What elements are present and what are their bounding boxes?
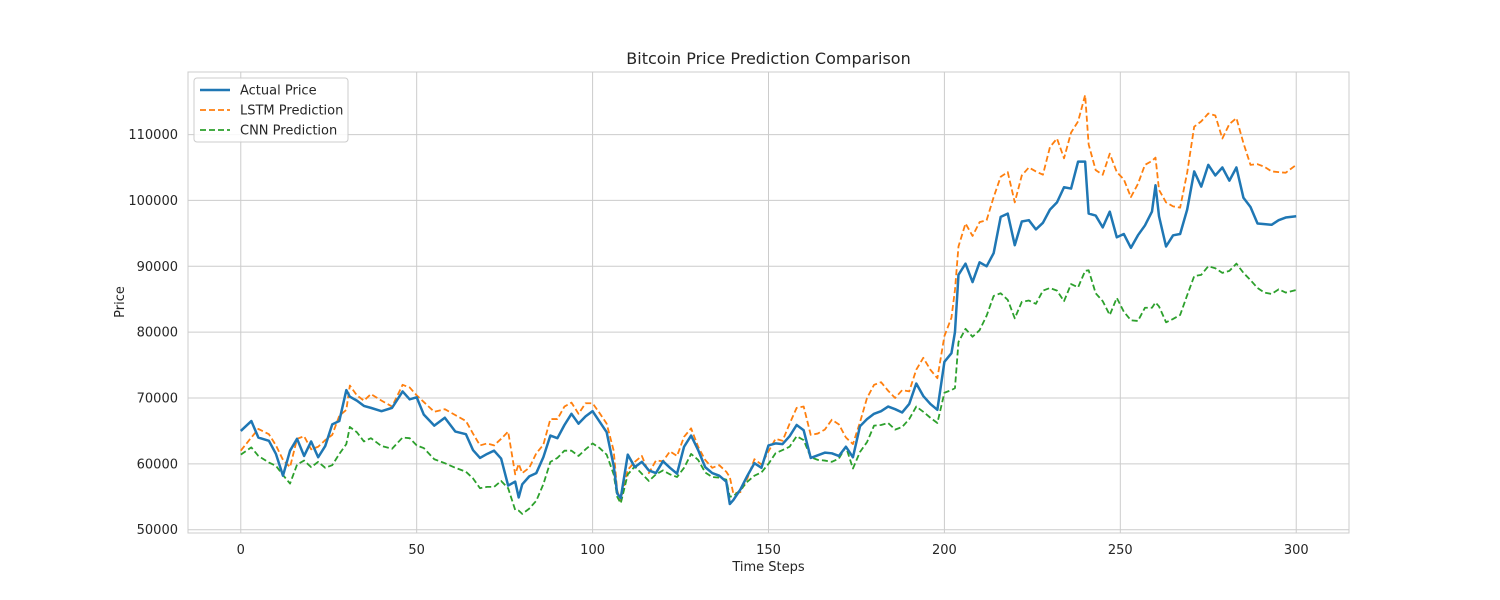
y-tick-label: 80000 <box>137 326 178 341</box>
series-line-actual-price <box>239 160 1297 506</box>
x-tick-label: 150 <box>756 543 781 558</box>
legend: Actual Price LSTM Prediction CNN Predict… <box>193 77 349 143</box>
legend-label-lstm-prediction: LSTM Prediction <box>240 104 343 119</box>
y-tick-label: 110000 <box>128 128 178 143</box>
legend-label-actual-price: Actual Price <box>240 84 317 99</box>
x-tick-label: 200 <box>932 543 957 558</box>
chart-title: Bitcoin Price Prediction Comparison <box>626 49 910 68</box>
x-tick-label: 0 <box>237 543 245 558</box>
x-tick-label: 300 <box>1284 543 1309 558</box>
y-tick-label: 100000 <box>128 194 178 209</box>
y-tick-label: 70000 <box>137 391 178 406</box>
x-axis-label: Time Steps <box>731 560 805 575</box>
ticks: 0 50 100 150 200 250 300 50000 60000 70000 80000 90… <box>128 128 1308 558</box>
series-line-lstm-prediction <box>240 94 1297 502</box>
y-tick-label: 90000 <box>137 260 178 275</box>
x-tick-label: 50 <box>408 543 425 558</box>
y-axis-label: Price <box>113 286 128 318</box>
series-layer <box>239 94 1297 515</box>
series-line-cnn-prediction <box>240 262 1297 515</box>
x-tick-label: 250 <box>1108 543 1133 558</box>
legend-box <box>193 77 349 143</box>
x-tick-label: 100 <box>580 543 605 558</box>
y-tick-label: 60000 <box>137 457 178 472</box>
grid <box>188 72 1349 533</box>
legend-label-cnn-prediction: CNN Prediction <box>240 124 337 139</box>
y-tick-label: 50000 <box>137 523 178 538</box>
plot-frame <box>187 71 1350 534</box>
